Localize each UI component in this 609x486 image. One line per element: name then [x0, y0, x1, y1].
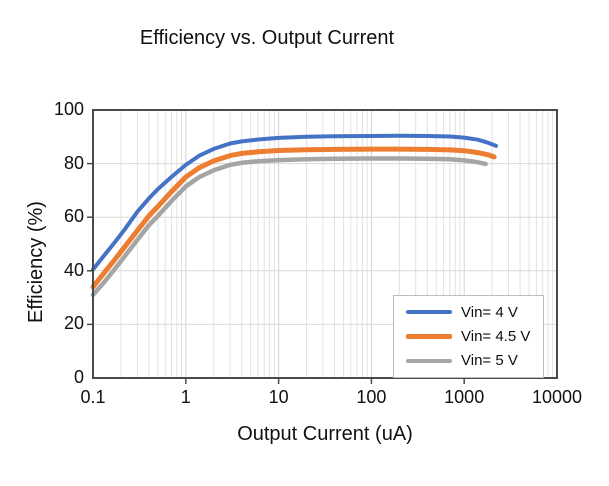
y-tick-label: 0 — [73, 367, 84, 387]
legend-item: Vin= 5 V — [406, 352, 543, 369]
y-tick-label: 20 — [63, 313, 84, 334]
legend-line-vin5-icon — [406, 358, 452, 363]
legend-label: Vin= 4 V — [461, 303, 518, 321]
legend-label: Vin= 4.5 V — [461, 327, 531, 345]
legend-line-vin4p5-icon — [406, 333, 452, 339]
x-axis-title: Output Current (uA) — [237, 423, 413, 445]
legend-label: Vin= 5 V — [461, 352, 518, 370]
chart-title: Efficiency vs. Output Current — [139, 27, 395, 49]
legend-item: Vin= 4 V — [406, 304, 543, 321]
x-tick-label: 10000 — [531, 387, 583, 407]
legend-line-vin4-icon — [406, 310, 452, 315]
legend-item: Vin= 4.5 V — [406, 328, 543, 345]
x-tick-label: 1 — [180, 387, 191, 407]
legend: Vin= 4 V Vin= 4.5 V Vin= 5 V — [393, 295, 544, 378]
y-tick-label: 60 — [63, 206, 84, 227]
x-tick-label: 100 — [356, 387, 387, 407]
x-tick-label: 0.1 — [80, 387, 106, 407]
x-tick-label: 1000 — [444, 387, 485, 407]
y-tick-label: 100 — [53, 99, 84, 119]
x-tick-label: 10 — [268, 387, 289, 407]
y-tick-label: 40 — [63, 259, 84, 280]
y-tick-label: 80 — [63, 152, 84, 173]
